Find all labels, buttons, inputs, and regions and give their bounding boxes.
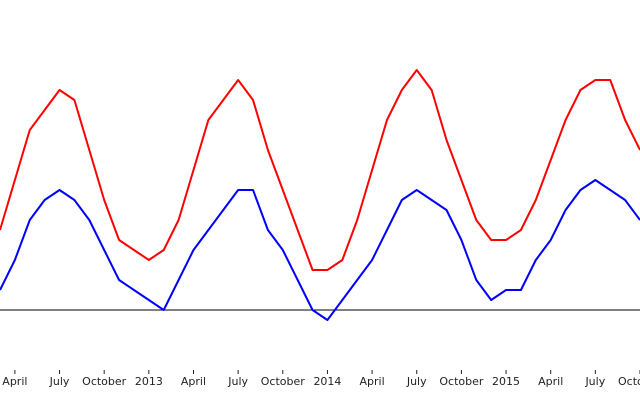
x-tick-label: 2013 [135,375,163,388]
x-tick-label: October [618,375,640,388]
x-tick-label: April [2,375,27,388]
x-tick-label: July [49,375,70,388]
series-line [0,69,640,271]
x-tick-label: April [538,375,563,388]
x-tick-label: April [360,375,385,388]
x-tick-label: 2014 [313,375,341,388]
series-line [0,179,640,321]
x-tick-label: 2015 [492,375,520,388]
x-tick-label: July [584,375,605,388]
x-tick-label: July [406,375,427,388]
x-tick-label: October [82,375,126,388]
x-tick-label: October [439,375,483,388]
x-tick-label: July [227,375,248,388]
x-tick-label: October [261,375,305,388]
x-tick-label: April [181,375,206,388]
